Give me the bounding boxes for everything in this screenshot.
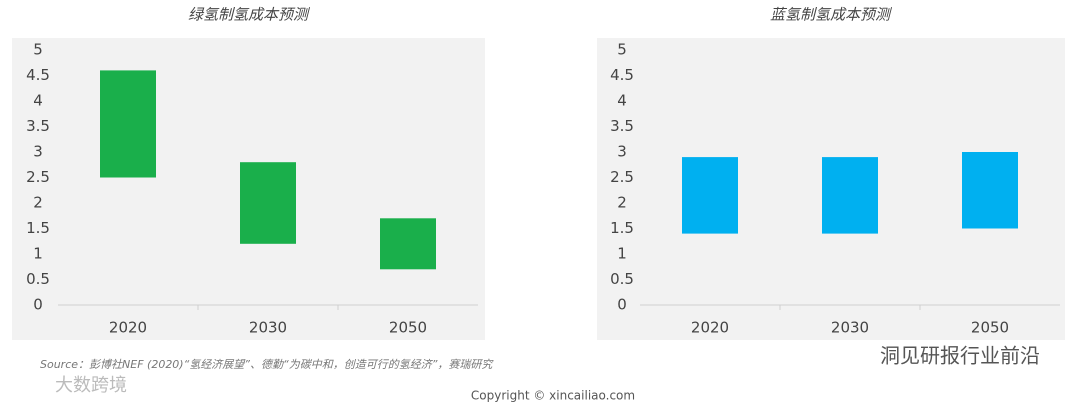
range-bar bbox=[100, 70, 156, 178]
y-tick-label: 0.5 bbox=[26, 270, 50, 288]
y-tick-label: 1 bbox=[617, 245, 627, 263]
x-tick-label: 2020 bbox=[109, 319, 147, 337]
range-bar bbox=[240, 162, 296, 244]
watermark: 大数跨境 bbox=[55, 375, 127, 396]
y-tick-label: 3.5 bbox=[610, 117, 634, 135]
y-tick-label: 2.5 bbox=[610, 168, 634, 186]
chart: 蓝氢制氢成本预测 0 0.5 1 1.5 2 2.5 3 3.5 4 4.5 5 2020 2030 205… bbox=[597, 6, 1065, 340]
x-tick-label: 2020 bbox=[691, 319, 729, 337]
chart: 绿氢制氢成本预测 0 0.5 1 1.5 2 2.5 3 3.5 4 4.5 5 2020 2030 205… bbox=[12, 6, 485, 340]
x-tick-label: 2030 bbox=[831, 319, 869, 337]
y-tick-label: 5 bbox=[33, 41, 43, 59]
copyright: Copyright © xincailiao.com bbox=[471, 389, 635, 403]
y-tick-label: 0 bbox=[617, 296, 627, 314]
wechat-account: 洞见研报行业前沿 bbox=[880, 344, 1040, 368]
y-tick-label: 1 bbox=[33, 245, 43, 263]
y-tick-label: 2 bbox=[617, 194, 627, 212]
y-tick-label: 3 bbox=[33, 143, 43, 161]
chart-title: 绿氢制氢成本预测 bbox=[188, 6, 311, 24]
y-tick-label: 1.5 bbox=[610, 219, 634, 237]
range-bar bbox=[962, 152, 1018, 229]
y-tick-label: 4 bbox=[33, 92, 43, 110]
range-bar bbox=[380, 218, 436, 270]
y-tick-label: 2.5 bbox=[26, 168, 50, 186]
x-tick-label: 2050 bbox=[389, 319, 427, 337]
y-tick-label: 0 bbox=[33, 296, 43, 314]
y-tick-label: 4.5 bbox=[610, 66, 634, 84]
chart-title: 蓝氢制氢成本预测 bbox=[770, 6, 893, 24]
y-tick-label: 3.5 bbox=[26, 117, 50, 135]
y-tick-label: 4 bbox=[617, 92, 627, 110]
range-bar bbox=[682, 157, 738, 234]
x-tick-label: 2030 bbox=[249, 319, 287, 337]
y-tick-label: 5 bbox=[617, 41, 627, 59]
range-bar bbox=[822, 157, 878, 234]
y-tick-label: 1.5 bbox=[26, 219, 50, 237]
y-tick-label: 0.5 bbox=[610, 270, 634, 288]
x-tick-label: 2050 bbox=[971, 319, 1009, 337]
y-tick-label: 2 bbox=[33, 194, 43, 212]
y-tick-label: 3 bbox=[617, 143, 627, 161]
y-tick-label: 4.5 bbox=[26, 66, 50, 84]
source-note: Source：彭博社NEF (2020)“氢经济展望”、德勤“为碳中和，创造可行… bbox=[40, 358, 494, 371]
